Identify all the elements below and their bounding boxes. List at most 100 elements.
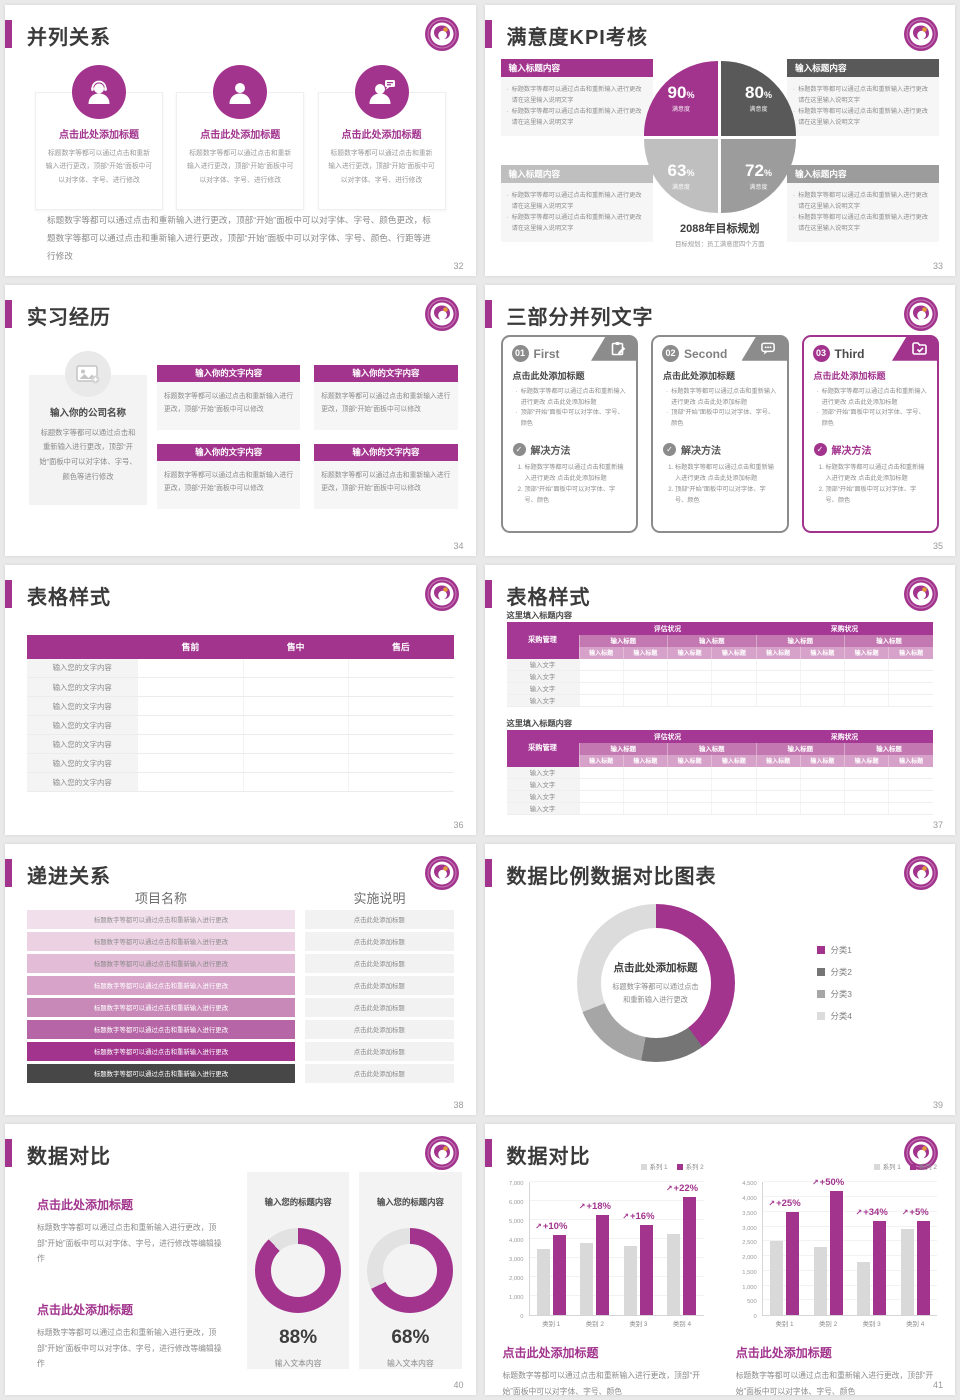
- slide-title: 数据比例数据对比图表: [506, 866, 717, 889]
- category-label: 类别 3: [862, 1321, 881, 1329]
- text-blocks: 点击此处添加标题 标题数字等都可以通过点击和重新输入进行更改，顶部“开始”面板中…: [37, 1196, 229, 1372]
- page-number: 41: [932, 1379, 943, 1390]
- legend-item: 系列 1: [873, 1162, 901, 1171]
- up-arrow-icon: ↗: [622, 1211, 629, 1221]
- text-card: 输入你的文字内容 标题数字等都可以通过点击和重新输入进行更改，顶部“开始”面板中…: [314, 364, 458, 430]
- mid-header: 输入标题: [844, 634, 933, 647]
- bar-group: ↗+16% 类别 3: [622, 1182, 654, 1328]
- slide-32[interactable]: 并列关系 点击此处添加标题 标题数字等都可以通过点击和重新输入进行更改，顶部“开…: [5, 5, 476, 276]
- corner-header: 采购管理: [506, 729, 579, 767]
- category-label: 类别 2: [819, 1321, 838, 1329]
- row-label: 输入您的文字内容: [27, 753, 138, 774]
- bar: [580, 1243, 594, 1316]
- column-header: 售前: [137, 634, 244, 659]
- growth-label: ↗+22%: [665, 1183, 699, 1195]
- brand-logo-icon: [424, 296, 459, 332]
- brand-logo-icon: [424, 855, 459, 891]
- group-header: 评估状况: [579, 621, 756, 635]
- sub-header: 输入标题: [622, 646, 668, 659]
- bullet: 标题数字等都可以通过点击和重新输入进行更改 点击此处添加标题: [663, 387, 777, 409]
- gauge-cards: 输入您的标题内容 88% 输入文本内容 输入您的标题内容 68% 输入文本内容: [247, 1172, 462, 1369]
- check-circle-icon: ✓: [512, 443, 526, 457]
- panel-body: 标题数字等都可以通过点击和重新输入进行更改，顶部“开始”面板中可以对字体、字号、…: [502, 1371, 701, 1395]
- pie-slice: 72% 满意度: [721, 138, 796, 213]
- bar: [857, 1262, 871, 1316]
- gauge-label: 输入文本内容: [386, 1358, 434, 1368]
- donut-center-text: 标题数字等都可以通过点击和重新输入进行更改: [612, 981, 699, 1005]
- slide-title: 数据对比: [506, 1146, 591, 1169]
- row-label: 输入文字: [506, 778, 579, 792]
- plot-area: ↗+10% 类别 1 ↗+18% 类别 2 ↗+16% 类别 3 ↗+22% 类别 4: [528, 1181, 704, 1328]
- page-number: 34: [453, 540, 464, 551]
- up-arrow-icon: ↗: [855, 1207, 863, 1217]
- step: 顶部“开始”面板中可以对字体、字号、颜色: [525, 485, 627, 507]
- legend-item: 分类1: [816, 944, 852, 956]
- up-arrow-icon: ↗: [665, 1184, 673, 1194]
- table-row: 输入您的文字内容: [27, 677, 454, 698]
- up-arrow-icon: ↗: [811, 1178, 819, 1188]
- table-row: 输入文字: [506, 682, 933, 696]
- gauge-value: 88%: [279, 1326, 318, 1348]
- table-row: 输入文字: [506, 694, 933, 708]
- box-header: 输入标题内容: [500, 59, 653, 77]
- table-row: 输入您的文字内容: [27, 734, 454, 755]
- card-title: 点击此处添加标题: [59, 130, 139, 141]
- table-caption: 这里填入标题内容: [506, 610, 573, 620]
- gauge-value: 68%: [391, 1326, 430, 1348]
- title-accent-bar: [484, 1139, 492, 1168]
- slide-title: 数据对比: [27, 1146, 111, 1169]
- slide-34[interactable]: 实习经历 输入你的公司名称 标题数字等都可以通过点击和重新输入进行更改，顶部“开…: [5, 284, 476, 556]
- person-chat-icon: [354, 65, 409, 119]
- title-accent-bar: [484, 299, 492, 328]
- card-title: 点击此处添加标题: [341, 130, 422, 141]
- method-label: 解决方法: [681, 446, 721, 458]
- slide-33[interactable]: 满意度KPI考核 输入标题内容 标题数字等都可以通过点击和重新输入进行更改 请在…: [484, 5, 955, 276]
- parallel-card: 点击此处添加标题 标题数字等都可以通过点击和重新输入进行更改，顶部“开始”面板中…: [317, 65, 446, 210]
- bullet: 标题数字等都可以通过点击和重新输入进行更改 点击此处添加标题: [814, 387, 928, 409]
- up-arrow-icon: ↗: [901, 1207, 909, 1217]
- sub-header: 输入标题: [578, 754, 624, 767]
- slide-38[interactable]: 递进关系 项目名称 实施说明 标题数字等都可以通过点击和重新输入进行更改 点击此…: [5, 844, 476, 1116]
- sub-header: 输入标题: [755, 646, 801, 659]
- box-bullet: 标题数字等都可以通过点击和重新输入进行更改 请在这里输入说明文字: [504, 107, 648, 129]
- box-bullet: 标题数字等都可以通过点击和重新输入进行更改 请在这里输入说明文字: [790, 107, 934, 129]
- step: 标题数字等都可以通过点击和重新输入进行更改 点击此处添加标题: [675, 463, 777, 485]
- chart-legend: 系列 1 系列 2: [873, 1162, 937, 1171]
- support-person-icon: [72, 65, 126, 119]
- progress-bar: 标题数字等都可以通过点击和重新输入进行更改: [27, 932, 295, 952]
- donut-chart: 点击此处添加标题 标题数字等都可以通过点击和重新输入进行更改: [576, 904, 735, 1063]
- block-title: 点击此处添加标题: [37, 1302, 134, 1317]
- pie-slice: 90% 满意度: [643, 61, 719, 136]
- number-badge: 01: [511, 344, 529, 362]
- card-body: 标题数字等都可以通过点击和重新输入进行更改，顶部“开始”面板中可以修改: [157, 381, 301, 430]
- bar-chart-panel: 系列 1 系列 2 0 500 1,000 1,500 2,000 2,500 3,000 3,…: [734, 1162, 939, 1395]
- progress-note: 点击此处添加标题: [305, 932, 454, 952]
- category-label: 类别 4: [672, 1321, 692, 1329]
- block-body: 标题数字等都可以通过点击和重新输入进行更改，顶部“开始”面板中可以对字体、字号，…: [37, 1327, 222, 1369]
- slide-36[interactable]: 表格样式 售前 售中 售后 输入您的文字内容 输入您的文字内容 输入您的文字内容…: [5, 564, 476, 836]
- row-label: 输入文字: [506, 670, 579, 684]
- check-circle-icon: ✓: [813, 443, 827, 457]
- card-name: Second: [684, 346, 728, 361]
- group-header: 采购状况: [756, 729, 933, 743]
- method-label: 解决方法: [530, 446, 571, 458]
- slide-35[interactable]: 三部分并列文字 01 First 点击此处添加标题 标题数字等都可以通过点击和重…: [484, 284, 955, 556]
- row-label: 输入文字: [506, 694, 579, 708]
- slide-41[interactable]: 数据对比 系列 1 系列 2 0 1,000 2,000 3,000 4,000 5,000…: [484, 1124, 955, 1395]
- card-body: 标题数字等都可以通过点击和重新输入进行更改，顶部“开始”面板中可以对字体、字号、…: [328, 150, 435, 184]
- step: 顶部“开始”面板中可以对字体、字号、颜色: [826, 485, 928, 507]
- sub-header: 输入标题: [755, 754, 801, 767]
- pie-slice: 63% 满意度: [643, 138, 719, 213]
- slide-title: 三部分并列文字: [506, 306, 654, 329]
- page-number: 35: [932, 540, 943, 551]
- slide-39[interactable]: 数据比例数据对比图表 点击此处添加标题 标题数字等都可以通过点击和重新输入进行更…: [484, 844, 955, 1116]
- card-heading: 点击此处添加标题: [663, 370, 736, 381]
- card-body: 标题数字等都可以通过点击和重新输入进行更改，顶部“开始”面板中可以修改: [314, 381, 458, 430]
- gauge-card: 输入您的标题内容 88% 输入文本内容: [247, 1172, 350, 1369]
- plot-area: ↗+25% 类别 1 ↗+50% 类别 2 ↗+34% 类别 3 ↗+5% 类别 4: [761, 1177, 937, 1328]
- slide-37[interactable]: 表格样式 这里填入标题内容 采购管理 评估状况 采购状况 输入标题 输入标题 输…: [484, 564, 955, 836]
- slide-40[interactable]: 数据对比 点击此处添加标题 标题数字等都可以通过点击和重新输入进行更改，顶部“开…: [5, 1124, 476, 1395]
- category-label: 类别 4: [906, 1321, 925, 1329]
- pie-slice: 80% 满意度: [721, 61, 796, 136]
- bar: [639, 1224, 653, 1316]
